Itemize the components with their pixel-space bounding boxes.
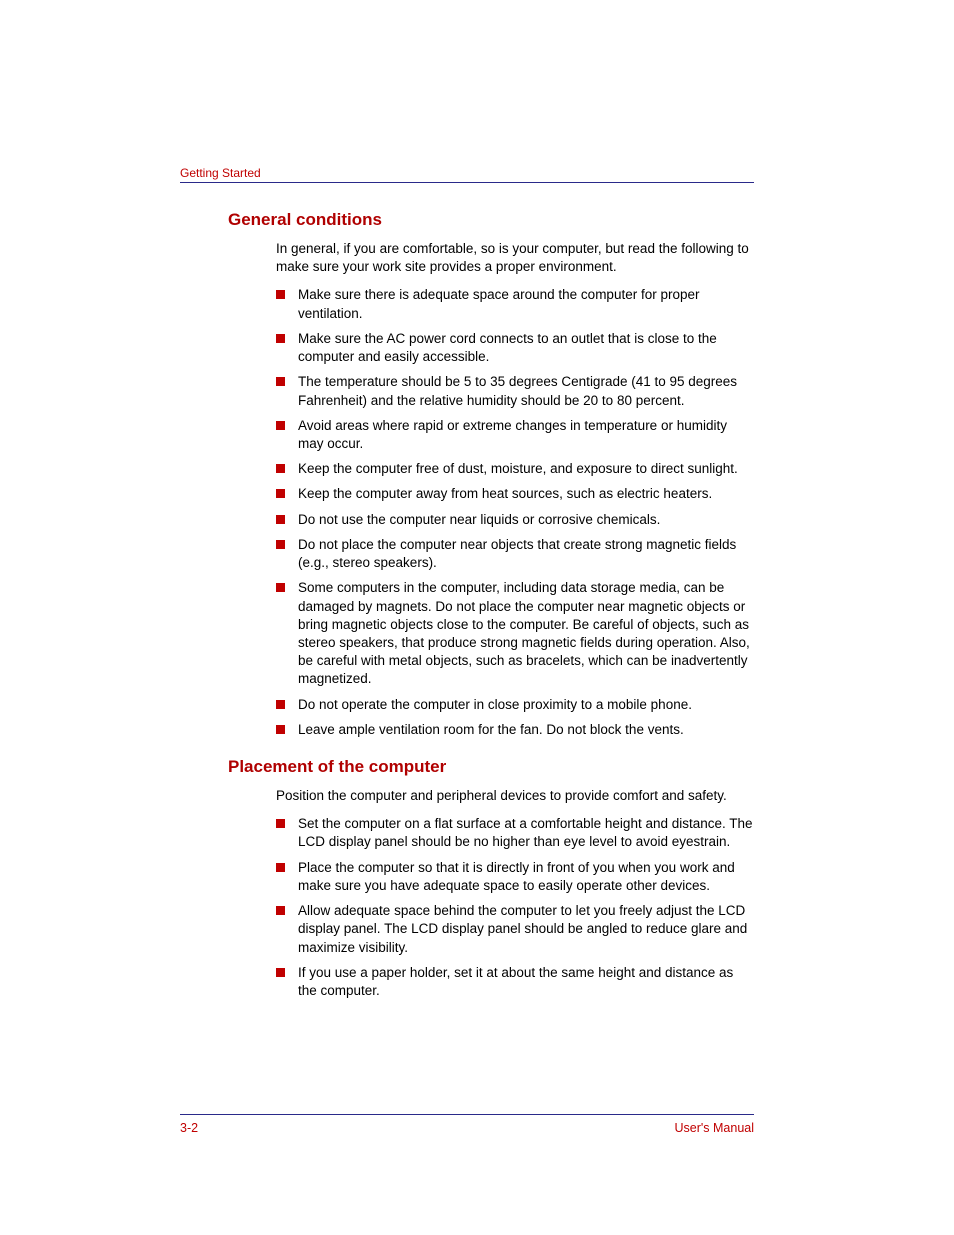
footer-page-number: 3-2 [180,1121,198,1135]
list-item: Keep the computer free of dust, moisture… [276,460,754,478]
footer-rule [180,1114,754,1115]
list-item: Do not operate the computer in close pro… [276,696,754,714]
list-item: The temperature should be 5 to 35 degree… [276,373,754,409]
header-chapter-label: Getting Started [180,166,261,180]
list-item: Do not place the computer near objects t… [276,536,754,572]
bullet-list: Make sure there is adequate space around… [276,286,754,739]
section-heading: Placement of the computer [228,757,754,777]
section-placement: Placement of the computer Position the c… [228,757,754,1000]
list-item: Place the computer so that it is directl… [276,859,754,895]
section-intro: In general, if you are comfortable, so i… [276,240,754,276]
list-item: Leave ample ventilation room for the fan… [276,721,754,739]
list-item: Make sure there is adequate space around… [276,286,754,322]
bullet-list: Set the computer on a flat surface at a … [276,815,754,1000]
list-item: Some computers in the computer, includin… [276,579,754,688]
list-item: Do not use the computer near liquids or … [276,511,754,529]
list-item: Avoid areas where rapid or extreme chang… [276,417,754,453]
section-heading: General conditions [228,210,754,230]
header-rule [180,182,754,183]
list-item: If you use a paper holder, set it at abo… [276,964,754,1000]
section-intro: Position the computer and peripheral dev… [276,787,754,805]
section-general-conditions: General conditions In general, if you ar… [228,210,754,739]
list-item: Keep the computer away from heat sources… [276,485,754,503]
page-content: General conditions In general, if you ar… [228,210,754,1018]
list-item: Allow adequate space behind the computer… [276,902,754,957]
footer-manual-label: User's Manual [675,1121,755,1135]
list-item: Make sure the AC power cord connects to … [276,330,754,366]
list-item: Set the computer on a flat surface at a … [276,815,754,851]
